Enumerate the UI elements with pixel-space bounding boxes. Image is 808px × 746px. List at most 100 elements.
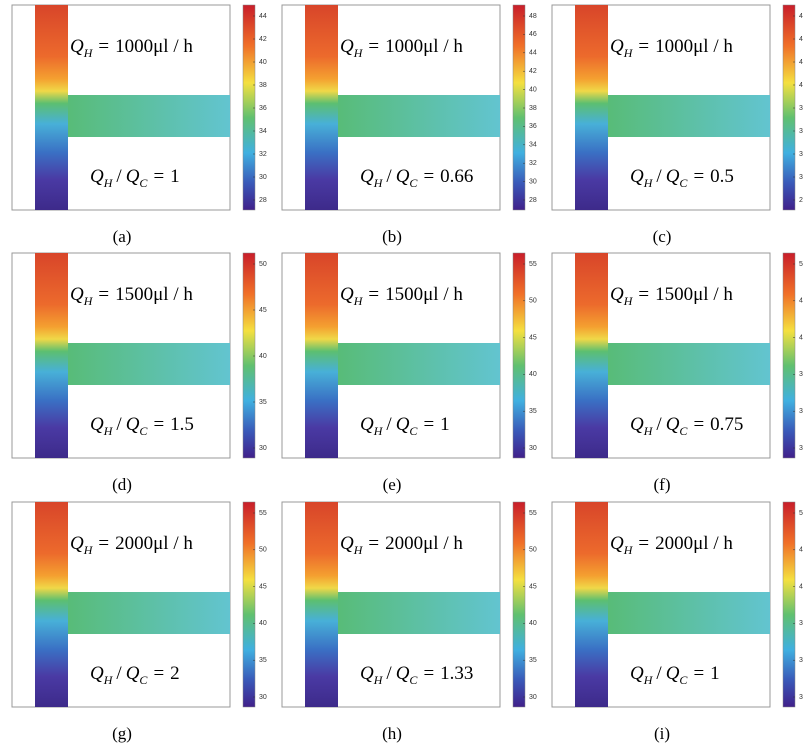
colorbar-tick-label: 3 [799,657,803,664]
colorbar-tick-label: 55 [529,510,537,517]
colorbar-tick-label: 4 [799,13,803,20]
subscript: C [679,176,688,190]
caption: (g) [112,724,132,743]
symbol-q: Q [90,663,104,684]
colorbar-tick-label: 35 [259,657,267,664]
colorbar [782,4,796,211]
flow-rate: 2000μl / h [385,533,463,554]
symbol-q: Q [666,663,680,684]
ratio: 1 [440,414,450,435]
vertical-channel [575,502,608,707]
ratio: 2 [170,663,180,684]
subscript: H [103,673,114,687]
ratio: 0.66 [440,166,473,187]
colorbar-tick-label: 3 [799,128,803,135]
equals: = [153,414,164,435]
horizontal-channel [608,343,770,385]
colorbar-tick-label: 42 [259,36,267,43]
equals: = [368,36,379,57]
equals: = [153,166,164,187]
symbol-q: Q [340,36,354,57]
colorbar [512,4,526,211]
symbol-q: Q [340,533,354,554]
equals: = [153,663,164,684]
colorbar-tick-label: 30 [259,694,267,701]
ratio: 1 [170,166,180,187]
subscript: H [623,543,634,557]
colorbar [512,501,526,708]
colorbar-tick-label: 38 [259,82,267,89]
colorbar-tick-label: 40 [259,620,267,627]
symbol-q: Q [360,663,374,684]
colorbar-tick-label: 34 [259,128,267,135]
subscript: H [643,176,654,190]
ratio: 1.5 [170,414,194,435]
formula: QH / QC = 1 [630,663,720,687]
colorbar-tick-label: 2 [799,197,803,204]
subscript: H [643,424,654,438]
colorbar-tick-label: 38 [529,105,537,112]
ratio: 1.33 [440,663,473,684]
colorbar-tick-label: 32 [529,160,537,167]
symbol-q: Q [126,663,140,684]
formula: QH = 1000μl / h [70,36,193,60]
colorbar-tick-label: 3 [799,445,803,452]
formula: QH / QC = 1 [90,166,180,190]
equals: = [423,166,434,187]
colorbar-tick-label: 35 [529,408,537,415]
colorbar-tick-label: 48 [529,13,537,20]
colorbar-tick-label: 50 [259,261,267,268]
subscript: H [83,294,94,308]
caption: (i) [654,724,670,743]
colorbar-tick-label: 45 [529,583,537,590]
subscript: H [353,46,364,60]
equals: = [98,36,109,57]
colorbar-tick-label: 35 [529,657,537,664]
colorbar-tick-label: 50 [529,547,537,554]
subscript: C [409,176,418,190]
vertical-channel [35,5,68,210]
equals: = [98,284,109,305]
colorbar-tick-label: 4 [799,583,803,590]
formula: QH / QC = 0.5 [630,166,734,190]
equals: = [638,284,649,305]
caption: (d) [112,475,132,494]
flow-rate: 1000μl / h [385,36,463,57]
subscript: H [83,543,94,557]
colorbar-tick-label: 4 [799,547,803,554]
colorbar-tick-label: 46 [529,31,537,38]
symbol-q: Q [630,414,644,435]
colorbar-tick-label: 55 [259,510,267,517]
formula: QH = 2000μl / h [610,533,733,557]
caption: (a) [113,227,132,246]
formula: QH = 1000μl / h [610,36,733,60]
ratio: 1 [710,663,720,684]
symbol-q: Q [340,284,354,305]
vertical-channel [35,253,68,458]
colorbar-tick-label: 55 [529,261,537,268]
subscript: C [139,424,148,438]
colorbar-tick-label: 3 [799,620,803,627]
subscript: H [373,424,384,438]
colorbar [782,252,796,459]
slash: / [386,414,392,435]
subscript: H [373,176,384,190]
subscript: C [409,424,418,438]
colorbar-tick-label: 34 [529,142,537,149]
formula: QH / QC = 0.66 [360,166,473,190]
symbol-q: Q [360,166,374,187]
horizontal-channel [338,592,500,634]
slash: / [116,414,122,435]
colorbar-tick-label: 44 [259,13,267,20]
caption: (h) [382,724,402,743]
caption: (e) [383,475,402,494]
colorbar-tick-label: 40 [529,371,537,378]
colorbar-tick-label: 28 [529,197,537,204]
vertical-channel [305,253,338,458]
colorbar-tick-label: 4 [799,59,803,66]
slash: / [116,166,122,187]
equals: = [693,663,704,684]
